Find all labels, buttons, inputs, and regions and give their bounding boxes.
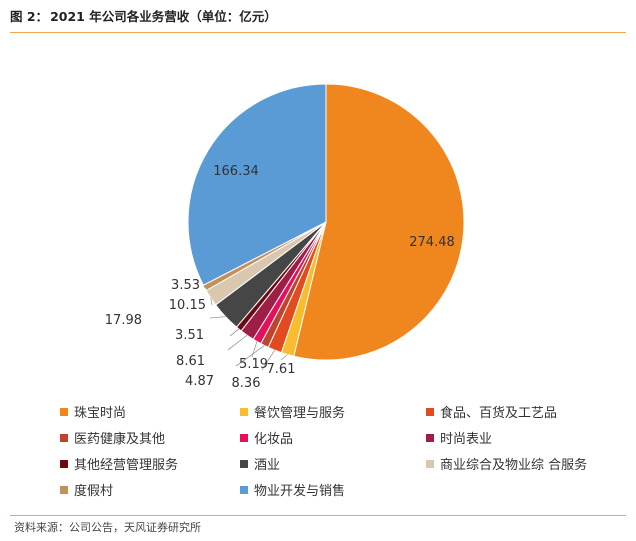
- legend-label: 餐饮管理与服务: [254, 406, 346, 421]
- legend-label: 医药健康及其他: [74, 432, 166, 447]
- legend-item: 其他经营管理服务: [60, 454, 178, 473]
- data-label: 8.61: [176, 354, 205, 369]
- legend-item: 珠宝时尚: [60, 402, 126, 421]
- data-label: 7.61: [267, 362, 296, 377]
- legend-item: 化妆品: [240, 428, 293, 447]
- legend-label: 商业综合及物业综 合服务: [440, 458, 588, 473]
- legend-item: 时尚表业: [426, 428, 492, 447]
- legend-label: 化妆品: [254, 432, 294, 447]
- legend-item: 医药健康及其他: [60, 428, 165, 447]
- leader-line: [209, 316, 226, 319]
- figure-number: 图 2：: [10, 9, 49, 24]
- legend-item: 餐饮管理与服务: [240, 402, 345, 421]
- data-label: 3.51: [175, 328, 204, 343]
- legend-swatch: [426, 433, 434, 442]
- data-label: 166.34: [213, 164, 259, 179]
- legend-label: 珠宝时尚: [74, 406, 127, 421]
- data-label: 5.19: [239, 357, 268, 372]
- legend-swatch: [240, 485, 248, 494]
- legend-label: 食品、百货及工艺品: [440, 406, 558, 421]
- leader-line: [229, 328, 240, 337]
- source-note: 资料来源：公司公告，天风证券研究所: [14, 521, 201, 534]
- data-label: 10.15: [169, 298, 206, 313]
- leader-line: [203, 285, 206, 289]
- pie-slice: [293, 83, 465, 361]
- data-label: 8.36: [232, 376, 261, 391]
- data-label: 17.98: [105, 313, 142, 328]
- header-divider: [10, 32, 626, 33]
- leader-line: [235, 345, 265, 367]
- data-label: 274.48: [409, 235, 455, 250]
- legend-swatch: [426, 407, 434, 416]
- legend-item: 物业开发与销售: [240, 480, 345, 499]
- legend-label: 物业开发与销售: [254, 484, 346, 499]
- figure-caption: 图 2： 2021 年公司各业务营收（单位：亿元）: [10, 6, 626, 30]
- leader-line: [251, 341, 258, 358]
- legend-swatch: [240, 433, 248, 442]
- data-label: 3.53: [171, 278, 200, 293]
- legend-swatch: [426, 459, 434, 468]
- leader-line: [210, 297, 213, 306]
- legend-swatch: [60, 433, 68, 442]
- legend-swatch: [240, 407, 248, 416]
- legend-item: 酒业: [240, 454, 280, 473]
- legend-swatch: [60, 407, 68, 416]
- legend-item: 食品、百货及工艺品: [426, 402, 557, 421]
- legend-label: 其他经营管理服务: [74, 458, 179, 473]
- legend-swatch: [60, 459, 68, 468]
- figure-title: 2021 年公司各业务营收（单位：亿元）: [50, 9, 277, 24]
- footer-divider: [10, 515, 626, 516]
- legend-label: 时尚表业: [440, 432, 493, 447]
- legend-label: 酒业: [254, 458, 281, 473]
- data-label: 4.87: [185, 374, 214, 389]
- leader-line: [227, 334, 248, 351]
- leader-line: [280, 354, 288, 361]
- legend-swatch: [60, 485, 68, 494]
- legend-swatch: [240, 459, 248, 468]
- legend-item: 度假村: [60, 480, 113, 499]
- pie-slice: [187, 83, 327, 286]
- pie-chart: 274.48 7.61 8.36 4.87 5.19 8.61 3.51 17.98 10.15…: [105, 83, 465, 391]
- legend-item: 商业综合及物业综 合服务: [426, 454, 587, 473]
- leader-line: [261, 349, 276, 371]
- legend-label: 度假村: [74, 484, 114, 499]
